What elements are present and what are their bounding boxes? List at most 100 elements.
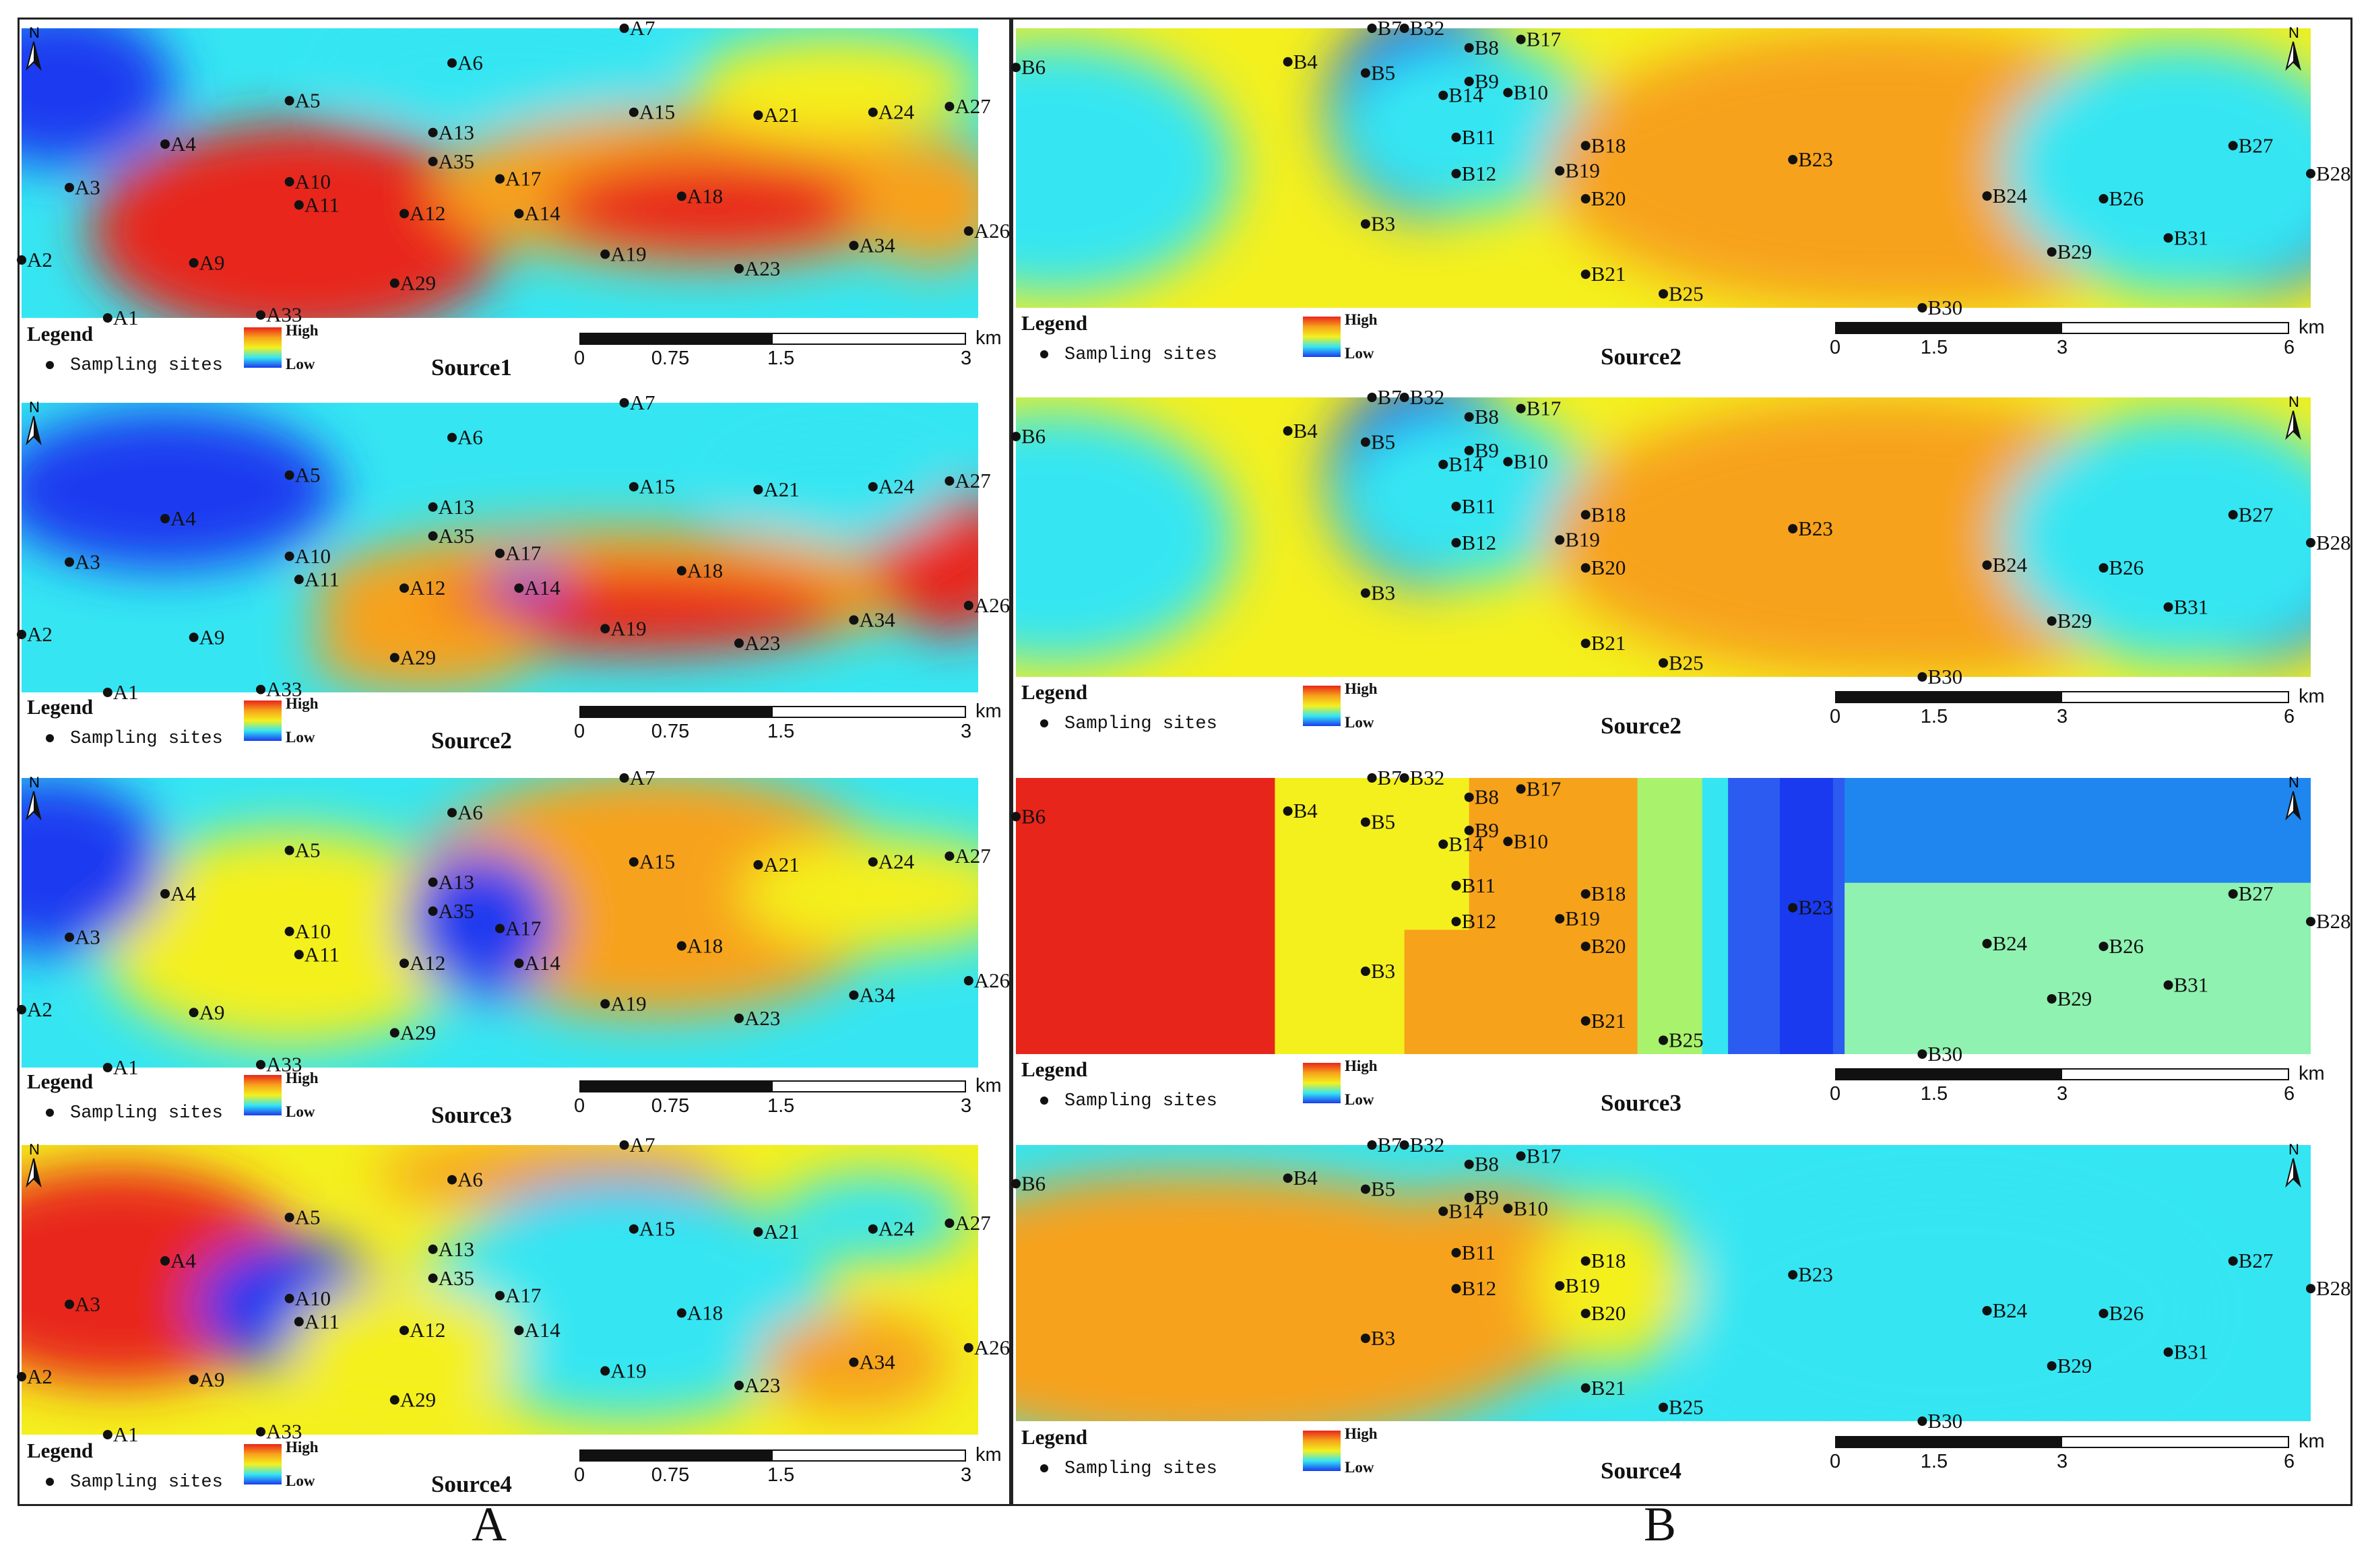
sampling-site-a23 <box>734 1380 744 1390</box>
scale-segment <box>773 707 965 717</box>
site-dot-icon <box>46 733 54 742</box>
sampling-site-b31 <box>2163 233 2173 243</box>
site-label-b11: B11 <box>1461 874 1496 897</box>
site-label-b8: B8 <box>1475 36 1499 59</box>
b-map-3[interactable]: N B3 B4 B5 B6 B7 B8 B9 B10 B11 B12 B14 B17 B18 B19 B20 B… <box>1011 766 2351 1068</box>
sampling-site-b19 <box>1555 535 1565 545</box>
site-label-b32: B32 <box>1410 1133 1445 1156</box>
source-title: Source2 <box>1601 344 1682 370</box>
sampling-site-a6 <box>447 1175 457 1185</box>
sampling-site-a7 <box>619 398 629 407</box>
sampling-site-b21 <box>1580 639 1591 649</box>
site-dot-icon <box>1040 1464 1048 1472</box>
scale-bar <box>579 333 966 345</box>
legend-sites-label: Sampling sites <box>70 356 223 376</box>
a-map-1[interactable]: N A1 A2 A3 A4 A5 A6 A7 A9 A10 A11 A12 A13 A14 A15 A17 A1… <box>17 16 1019 331</box>
scale-unit: km <box>2299 686 2325 707</box>
scale-segment <box>773 334 965 344</box>
ramp-high-label: High <box>1345 311 1378 328</box>
sampling-site-b18 <box>1580 510 1591 520</box>
a-map-2[interactable]: N A1 A2 A3 A4 A5 A6 A7 A9 A10 A11 A12 A13 A14 A15 A17 A1… <box>17 391 1019 706</box>
site-label-a33: A33 <box>266 1420 302 1443</box>
site-label-b5: B5 <box>1371 430 1395 453</box>
legend-sampling-sites: Sampling sites <box>1040 1459 1217 1479</box>
sampling-site-a9 <box>189 1008 199 1018</box>
site-label-a4: A4 <box>170 132 196 156</box>
site-label-b7: B7 <box>1378 1133 1402 1156</box>
site-label-a33: A33 <box>266 303 302 327</box>
b-map-2[interactable]: N B3 B4 B5 B6 B7 B8 B9 B10 B11 B12 B14 B17 B18 B19 B20 B… <box>1011 385 2351 690</box>
legend-sampling-sites: Sampling sites <box>1040 1091 1217 1111</box>
b-map-4[interactable]: N B3 B4 B5 B6 B7 B8 B9 B10 B11 B12 B14 B17 B18 B19 B20 B… <box>1011 1133 2351 1435</box>
site-label-b4: B4 <box>1293 50 1318 73</box>
ramp-high-label: High <box>286 1439 319 1456</box>
scale-tick: 6 <box>2284 1083 2295 1105</box>
site-label-a10: A10 <box>295 170 331 193</box>
sampling-site-b25 <box>1659 658 1668 668</box>
sampling-site-b6 <box>1011 1179 1021 1189</box>
scale-segment <box>1836 1070 2062 1079</box>
sampling-site-a35 <box>428 156 438 166</box>
site-label-a9: A9 <box>199 625 225 649</box>
site-label-b7: B7 <box>1378 766 1402 789</box>
field-zone <box>1779 778 1833 1054</box>
field-blob <box>1999 411 2311 663</box>
sampling-site-b24 <box>1982 1306 1992 1315</box>
north-label: N <box>2288 1141 2299 1158</box>
sampling-site-b3 <box>1360 1334 1370 1343</box>
site-label-a35: A35 <box>439 899 474 923</box>
b-map-1[interactable]: N B3 B4 B5 B6 B7 B8 B9 B10 B11 B12 B14 B17 B18 B19 B20 B… <box>1011 16 2351 321</box>
sampling-site-b23 <box>1788 155 1798 165</box>
site-label-b28: B28 <box>2316 162 2351 185</box>
site-label-b21: B21 <box>1591 262 1626 286</box>
site-label-b12: B12 <box>1461 1276 1496 1300</box>
site-label-b23: B23 <box>1798 148 1833 171</box>
sampling-site-a35 <box>428 1273 438 1283</box>
sampling-site-b7 <box>1367 24 1377 33</box>
a-map-4[interactable]: N A1 A2 A3 A4 A5 A6 A7 A9 A10 A11 A12 A13 A14 A15 A17 A1… <box>17 1133 1019 1448</box>
sampling-site-a27 <box>944 102 955 112</box>
scale-tick: 0 <box>574 348 585 369</box>
site-label-a12: A12 <box>410 951 445 975</box>
site-label-b20: B20 <box>1591 556 1626 579</box>
sampling-site-a35 <box>428 531 438 541</box>
site-label-b28: B28 <box>2316 1276 2351 1300</box>
field-blob <box>1016 411 1236 663</box>
site-label-a13: A13 <box>439 121 474 144</box>
ramp-high-label: High <box>1345 680 1378 697</box>
site-label-a15: A15 <box>639 1217 675 1241</box>
a-map-3[interactable]: N A1 A2 A3 A4 A5 A6 A7 A9 A10 A11 A12 A13 A14 A15 A17 A1… <box>17 766 1019 1081</box>
sampling-site-b23 <box>1788 903 1798 913</box>
legend-sites-label: Sampling sites <box>1064 1459 1217 1479</box>
field-blob <box>164 177 433 308</box>
color-ramp <box>1303 686 1341 726</box>
sampling-site-b17 <box>1516 403 1526 414</box>
site-label-a6: A6 <box>457 426 483 449</box>
legend-sites-label: Sampling sites <box>70 1103 223 1123</box>
north-label: N <box>2288 774 2299 791</box>
site-label-b14: B14 <box>1448 1199 1483 1222</box>
sampling-site-b29 <box>2047 247 2057 257</box>
site-label-b27: B27 <box>2239 1249 2274 1272</box>
site-label-a7: A7 <box>630 766 655 789</box>
sampling-site-b30 <box>1917 1416 1927 1426</box>
scale-bar <box>1835 691 2289 703</box>
site-label-b29: B29 <box>2057 609 2092 632</box>
site-label-a11: A11 <box>305 567 340 591</box>
field-blob <box>309 606 538 692</box>
sampling-site-b14 <box>1438 839 1448 849</box>
sampling-site-b5 <box>1360 437 1370 447</box>
sampling-site-a7 <box>619 24 629 33</box>
sampling-site-a29 <box>389 1395 399 1405</box>
site-label-b26: B26 <box>2109 556 2144 579</box>
site-label-a29: A29 <box>400 271 436 294</box>
site-label-a7: A7 <box>630 16 655 40</box>
site-label-b18: B18 <box>1591 133 1626 157</box>
sampling-site-a10 <box>284 926 294 936</box>
sampling-site-b23 <box>1788 1270 1798 1280</box>
site-label-a23: A23 <box>744 631 780 655</box>
field-zone <box>1469 778 1639 1054</box>
sampling-site-a4 <box>160 889 170 899</box>
sampling-site-b11 <box>1451 501 1461 511</box>
sampling-site-a10 <box>284 176 294 187</box>
